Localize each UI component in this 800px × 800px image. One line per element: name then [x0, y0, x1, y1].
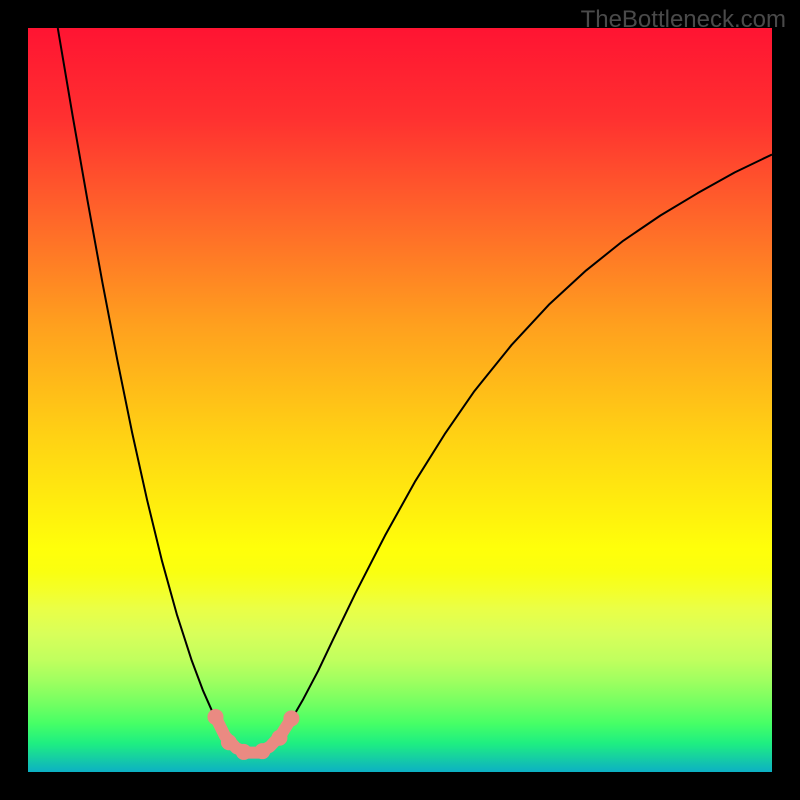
highlight-dot — [236, 744, 252, 760]
highlight-dot — [271, 730, 287, 746]
gradient-background — [28, 28, 772, 772]
watermark-label: TheBottleneck.com — [581, 6, 786, 34]
highlight-dot — [283, 710, 299, 726]
chart-root: TheBottleneck.com — [0, 0, 800, 800]
highlight-dot — [221, 734, 237, 750]
highlight-dot — [254, 743, 270, 759]
highlight-dot — [207, 709, 223, 725]
plot-area — [28, 28, 772, 772]
plot-svg — [28, 28, 772, 772]
